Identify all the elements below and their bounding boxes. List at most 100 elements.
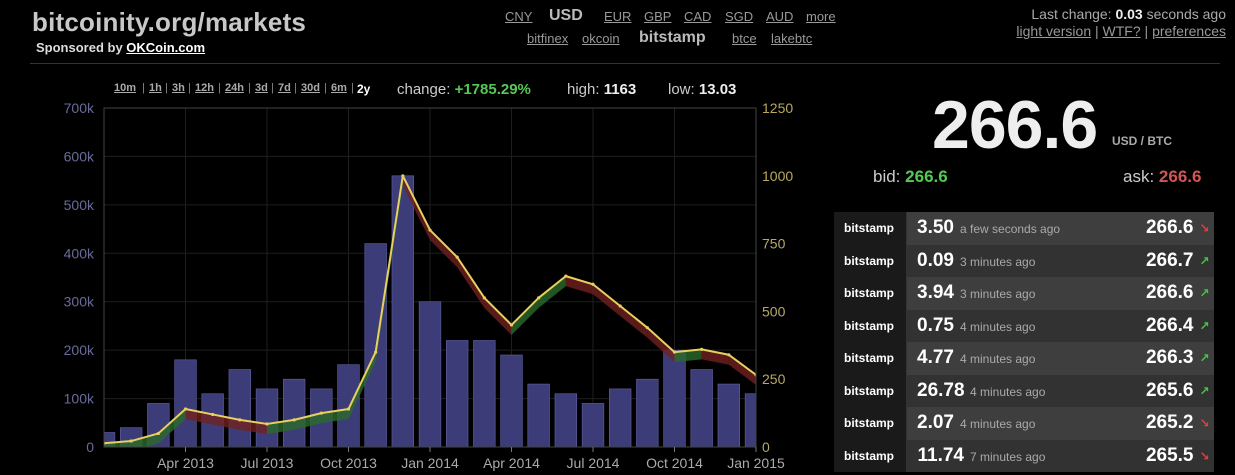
- bid-label: bid:: [873, 167, 901, 186]
- exchange-lakebtc[interactable]: lakebtc: [771, 31, 813, 46]
- ask-value: 266.6: [1158, 167, 1202, 186]
- timerange-6m[interactable]: 6m: [331, 82, 347, 94]
- ask-label: ask:: [1123, 167, 1155, 186]
- price-band-segment: [620, 305, 648, 338]
- volume-bar: [228, 369, 251, 447]
- trade-row: bitstamp 26.78 4 minutes ago 265.6 ↗: [834, 374, 1214, 407]
- trade-amount: 26.78: [917, 379, 965, 401]
- price-point: [374, 350, 378, 354]
- timerange-24h[interactable]: 24h: [225, 82, 244, 94]
- trade-info: 0.09 3 minutes ago: [906, 244, 1120, 277]
- high-stat: high: 1163: [567, 81, 636, 98]
- trade-exchange[interactable]: bitstamp: [834, 309, 907, 342]
- trade-price: 265.6: [1145, 379, 1194, 401]
- x-tick-label: Apr 2013: [157, 455, 214, 471]
- trade-row: bitstamp 0.75 4 minutes ago 266.4 ↗: [834, 309, 1214, 342]
- timerange-3h[interactable]: 3h: [172, 82, 185, 94]
- site-title[interactable]: bitcoinity.org/markets: [32, 7, 307, 37]
- trade-exchange[interactable]: bitstamp: [834, 277, 907, 310]
- timerange-3d[interactable]: 3d: [255, 82, 268, 94]
- price-point: [672, 350, 677, 354]
- trade-info: 4.77 4 minutes ago: [906, 342, 1120, 375]
- trade-price-cell: 266.6 ↗: [1119, 277, 1214, 310]
- volume-bar: [364, 243, 387, 447]
- trade-exchange[interactable]: bitstamp: [834, 212, 907, 245]
- light-version-link[interactable]: light version: [1016, 23, 1092, 39]
- price-point: [645, 326, 649, 330]
- trade-time: 4 minutes ago: [960, 417, 1036, 432]
- trade-row: bitstamp 11.74 7 minutes ago 265.5 ↘: [834, 439, 1214, 472]
- high-label: high:: [567, 81, 600, 98]
- exchange-okcoin[interactable]: okcoin: [582, 31, 620, 46]
- x-tick-label: Jul 2014: [567, 455, 620, 471]
- trade-exchange[interactable]: bitstamp: [834, 374, 907, 407]
- y-right-tick-label: 750: [762, 236, 786, 252]
- price-point: [537, 296, 541, 300]
- timerange-2y[interactable]: 2y: [357, 82, 371, 96]
- trade-amount: 4.77: [917, 347, 954, 369]
- currency-eur[interactable]: EUR: [604, 9, 632, 24]
- price-point: [238, 418, 242, 422]
- arrow-down-icon: ↘: [1199, 416, 1210, 431]
- sponsor-link[interactable]: OKCoin.com: [126, 40, 206, 55]
- last-change-value: 0.03: [1115, 6, 1143, 22]
- price-volume-chart[interactable]: 0 100k 200k 300k 400k 500k 600k 700k 0 250 500 750…: [0, 96, 820, 475]
- change-value: +1785.29%: [454, 81, 531, 98]
- timerange-30d[interactable]: 30d: [301, 82, 320, 94]
- timerange-10m[interactable]: 10m: [114, 82, 137, 94]
- trade-price: 266.7: [1145, 249, 1194, 271]
- currency-usd[interactable]: USD: [549, 7, 583, 24]
- preferences-link[interactable]: preferences: [1152, 23, 1226, 39]
- trade-price: 265.2: [1145, 412, 1194, 434]
- wtf-link[interactable]: WTF?: [1102, 23, 1141, 39]
- change-stat: change: +1785.29%: [397, 81, 531, 98]
- x-axis-ticks: Apr 2013 Jul 2013 Oct 2013 Jan 2014 Apr 2014…: [157, 447, 785, 471]
- currency-aud[interactable]: AUD: [766, 9, 794, 24]
- price-point: [428, 228, 432, 232]
- trade-price-cell: 265.6 ↗: [1119, 374, 1214, 407]
- y-right-tick-label: 1250: [762, 100, 793, 116]
- price-band-segment: [538, 276, 566, 308]
- currency-more[interactable]: more: [806, 9, 836, 24]
- trade-exchange[interactable]: bitstamp: [834, 407, 907, 440]
- y-right-tick-label: 1000: [762, 168, 793, 184]
- timerange-1h[interactable]: 1h: [149, 82, 162, 94]
- currency-cad[interactable]: CAD: [684, 9, 712, 24]
- exchange-btce[interactable]: btce: [732, 31, 757, 46]
- trade-row: bitstamp 0.09 3 minutes ago 266.7 ↗: [834, 244, 1214, 277]
- arrow-up-icon: ↗: [1199, 318, 1210, 333]
- volume-bar: [581, 403, 605, 447]
- currency-cny[interactable]: CNY: [505, 9, 533, 24]
- trade-time: 3 minutes ago: [960, 287, 1036, 302]
- trade-price: 266.3: [1145, 347, 1194, 369]
- trade-row: bitstamp 4.77 4 minutes ago 266.3 ↗: [834, 342, 1214, 375]
- trade-exchange[interactable]: bitstamp: [834, 244, 907, 277]
- timerange-7d[interactable]: 7d: [278, 82, 291, 94]
- trade-amount: 2.07: [917, 412, 954, 434]
- price-point: [618, 304, 622, 308]
- arrow-up-icon: ↗: [1199, 351, 1210, 366]
- price-point: [727, 353, 731, 357]
- trade-exchange[interactable]: bitstamp: [834, 342, 907, 375]
- price-band-segment: [402, 175, 430, 241]
- exchange-bitfinex[interactable]: bitfinex: [527, 31, 569, 46]
- trade-row: bitstamp 2.07 4 minutes ago 265.2 ↘: [834, 407, 1214, 440]
- currency-sgd[interactable]: SGD: [725, 9, 754, 24]
- timerange-sep: |: [165, 82, 168, 94]
- volume-bar: [337, 364, 360, 447]
- price-point: [455, 255, 459, 259]
- trade-row: bitstamp 3.50 a few seconds ago 266.6 ↘: [834, 212, 1214, 245]
- low-stat: low: 13.03: [668, 81, 736, 98]
- trade-exchange[interactable]: bitstamp: [834, 439, 907, 472]
- price-band-segment: [430, 230, 458, 268]
- timerange-sep: |: [351, 82, 354, 94]
- left-axis-ticks: 0 100k 200k 300k 400k 500k 600k 700k: [64, 100, 95, 455]
- y-right-tick-label: 0: [762, 439, 770, 455]
- timerange-12h[interactable]: 12h: [195, 82, 214, 94]
- currency-gbp[interactable]: GBP: [644, 9, 672, 24]
- volume-bar: [554, 393, 578, 447]
- volume-bar: [104, 432, 116, 447]
- trade-amount: 3.94: [917, 282, 954, 304]
- arrow-up-icon: ↗: [1199, 383, 1210, 398]
- exchange-bitstamp[interactable]: bitstamp: [639, 29, 706, 46]
